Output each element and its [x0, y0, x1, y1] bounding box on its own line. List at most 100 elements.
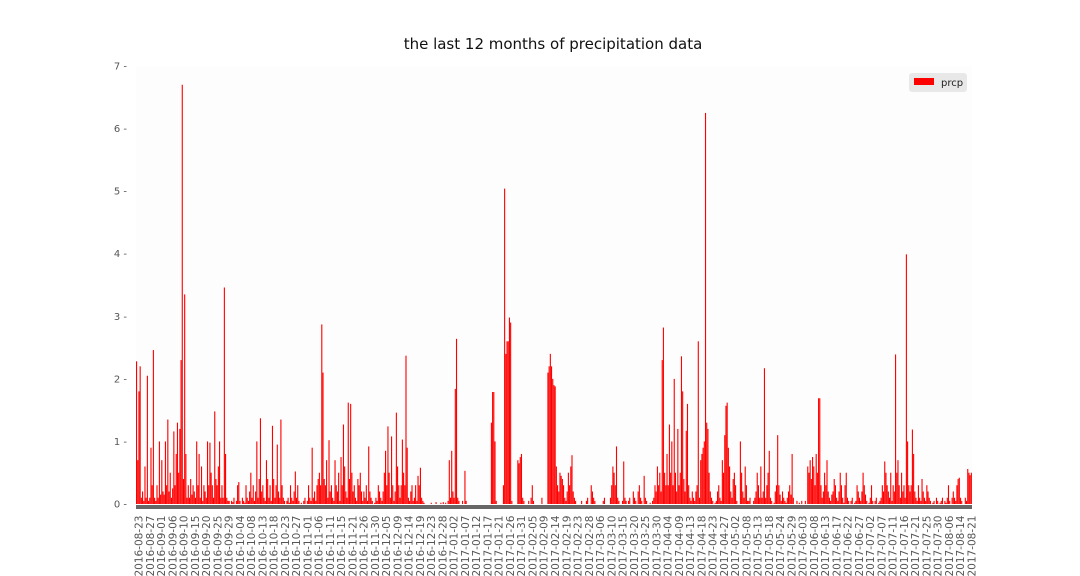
bar	[679, 472, 681, 504]
bar	[745, 485, 747, 504]
bar	[179, 428, 181, 504]
bar	[187, 485, 189, 504]
bar	[411, 485, 413, 504]
bar	[621, 500, 624, 504]
bar	[217, 466, 219, 504]
bar	[821, 497, 823, 504]
bar	[263, 497, 265, 504]
bar	[360, 491, 363, 504]
bar	[140, 497, 142, 504]
bar	[863, 485, 865, 504]
bar	[885, 472, 887, 504]
bar	[790, 494, 792, 504]
x-tick-label: 2017-05-08	[741, 516, 753, 576]
bar	[149, 497, 151, 504]
bar	[781, 491, 784, 504]
bar	[760, 466, 762, 504]
bar	[203, 485, 205, 504]
bar	[798, 502, 800, 504]
bar	[915, 497, 917, 504]
bar	[181, 84, 183, 505]
bar	[743, 497, 745, 504]
bar	[151, 485, 153, 504]
bar	[357, 478, 359, 504]
bar	[755, 491, 757, 504]
bar	[380, 497, 382, 504]
bar	[666, 453, 668, 504]
bar	[407, 497, 409, 504]
bar	[961, 500, 963, 504]
legend-swatch-prcp	[914, 78, 934, 85]
bar	[903, 485, 905, 504]
bar	[856, 485, 858, 504]
bar	[956, 485, 958, 504]
bar	[381, 500, 383, 504]
bar	[922, 491, 924, 504]
bar	[825, 485, 827, 504]
bar	[571, 455, 573, 504]
bar	[892, 485, 894, 504]
bar	[519, 457, 521, 504]
bar	[465, 500, 467, 504]
bar	[875, 497, 877, 504]
bar	[316, 485, 318, 504]
bar	[174, 485, 176, 504]
bar	[158, 441, 160, 504]
x-tick-label: 2016-11-11	[325, 516, 337, 576]
bar	[720, 500, 722, 504]
bar	[442, 502, 444, 504]
x-tick-label: 2017-03-30	[651, 516, 663, 576]
bar	[144, 466, 146, 504]
bar	[161, 460, 163, 504]
bar	[541, 497, 543, 504]
x-tick-label: 2016-10-27	[291, 516, 303, 576]
bar	[749, 497, 751, 504]
x-tick-label: 2016-12-23	[426, 516, 438, 576]
bar	[771, 500, 773, 504]
bar	[293, 491, 295, 504]
bar	[785, 502, 787, 504]
bar	[655, 491, 657, 504]
bar	[447, 500, 449, 504]
bar	[320, 485, 322, 504]
bar	[268, 497, 270, 504]
bar	[148, 500, 150, 504]
bar	[844, 485, 846, 504]
bar	[175, 453, 177, 504]
bar	[893, 491, 895, 504]
x-tick-label: 2016-10-08	[246, 516, 258, 576]
bar	[185, 453, 187, 504]
bar	[458, 500, 460, 504]
y-tick-label: 5 -	[114, 187, 128, 198]
bar	[886, 485, 888, 504]
bar	[549, 353, 551, 504]
bar	[252, 485, 254, 504]
bar	[308, 485, 310, 504]
bar	[815, 453, 817, 504]
x-tick-label: 2016-09-15	[190, 516, 202, 576]
bar	[206, 441, 209, 504]
bar	[344, 466, 346, 504]
bar	[618, 500, 620, 504]
bar	[594, 500, 596, 504]
bar	[335, 485, 337, 504]
bar	[277, 491, 280, 504]
bar	[660, 491, 662, 504]
bar	[870, 485, 873, 504]
bar	[627, 500, 630, 504]
bar	[243, 500, 245, 504]
bar	[656, 466, 658, 504]
bar	[907, 441, 909, 504]
bar	[186, 497, 188, 504]
x-tick-label: 2017-03-15	[618, 516, 630, 576]
bar	[901, 472, 903, 504]
x-tick-label: 2017-04-13	[685, 516, 697, 576]
bar	[269, 485, 271, 504]
bar	[138, 391, 140, 504]
bar	[239, 500, 241, 504]
x-tick-label: 2017-02-28	[584, 516, 596, 576]
bar	[398, 485, 400, 504]
bar	[887, 491, 889, 504]
bar	[854, 502, 856, 504]
bar	[430, 502, 432, 504]
